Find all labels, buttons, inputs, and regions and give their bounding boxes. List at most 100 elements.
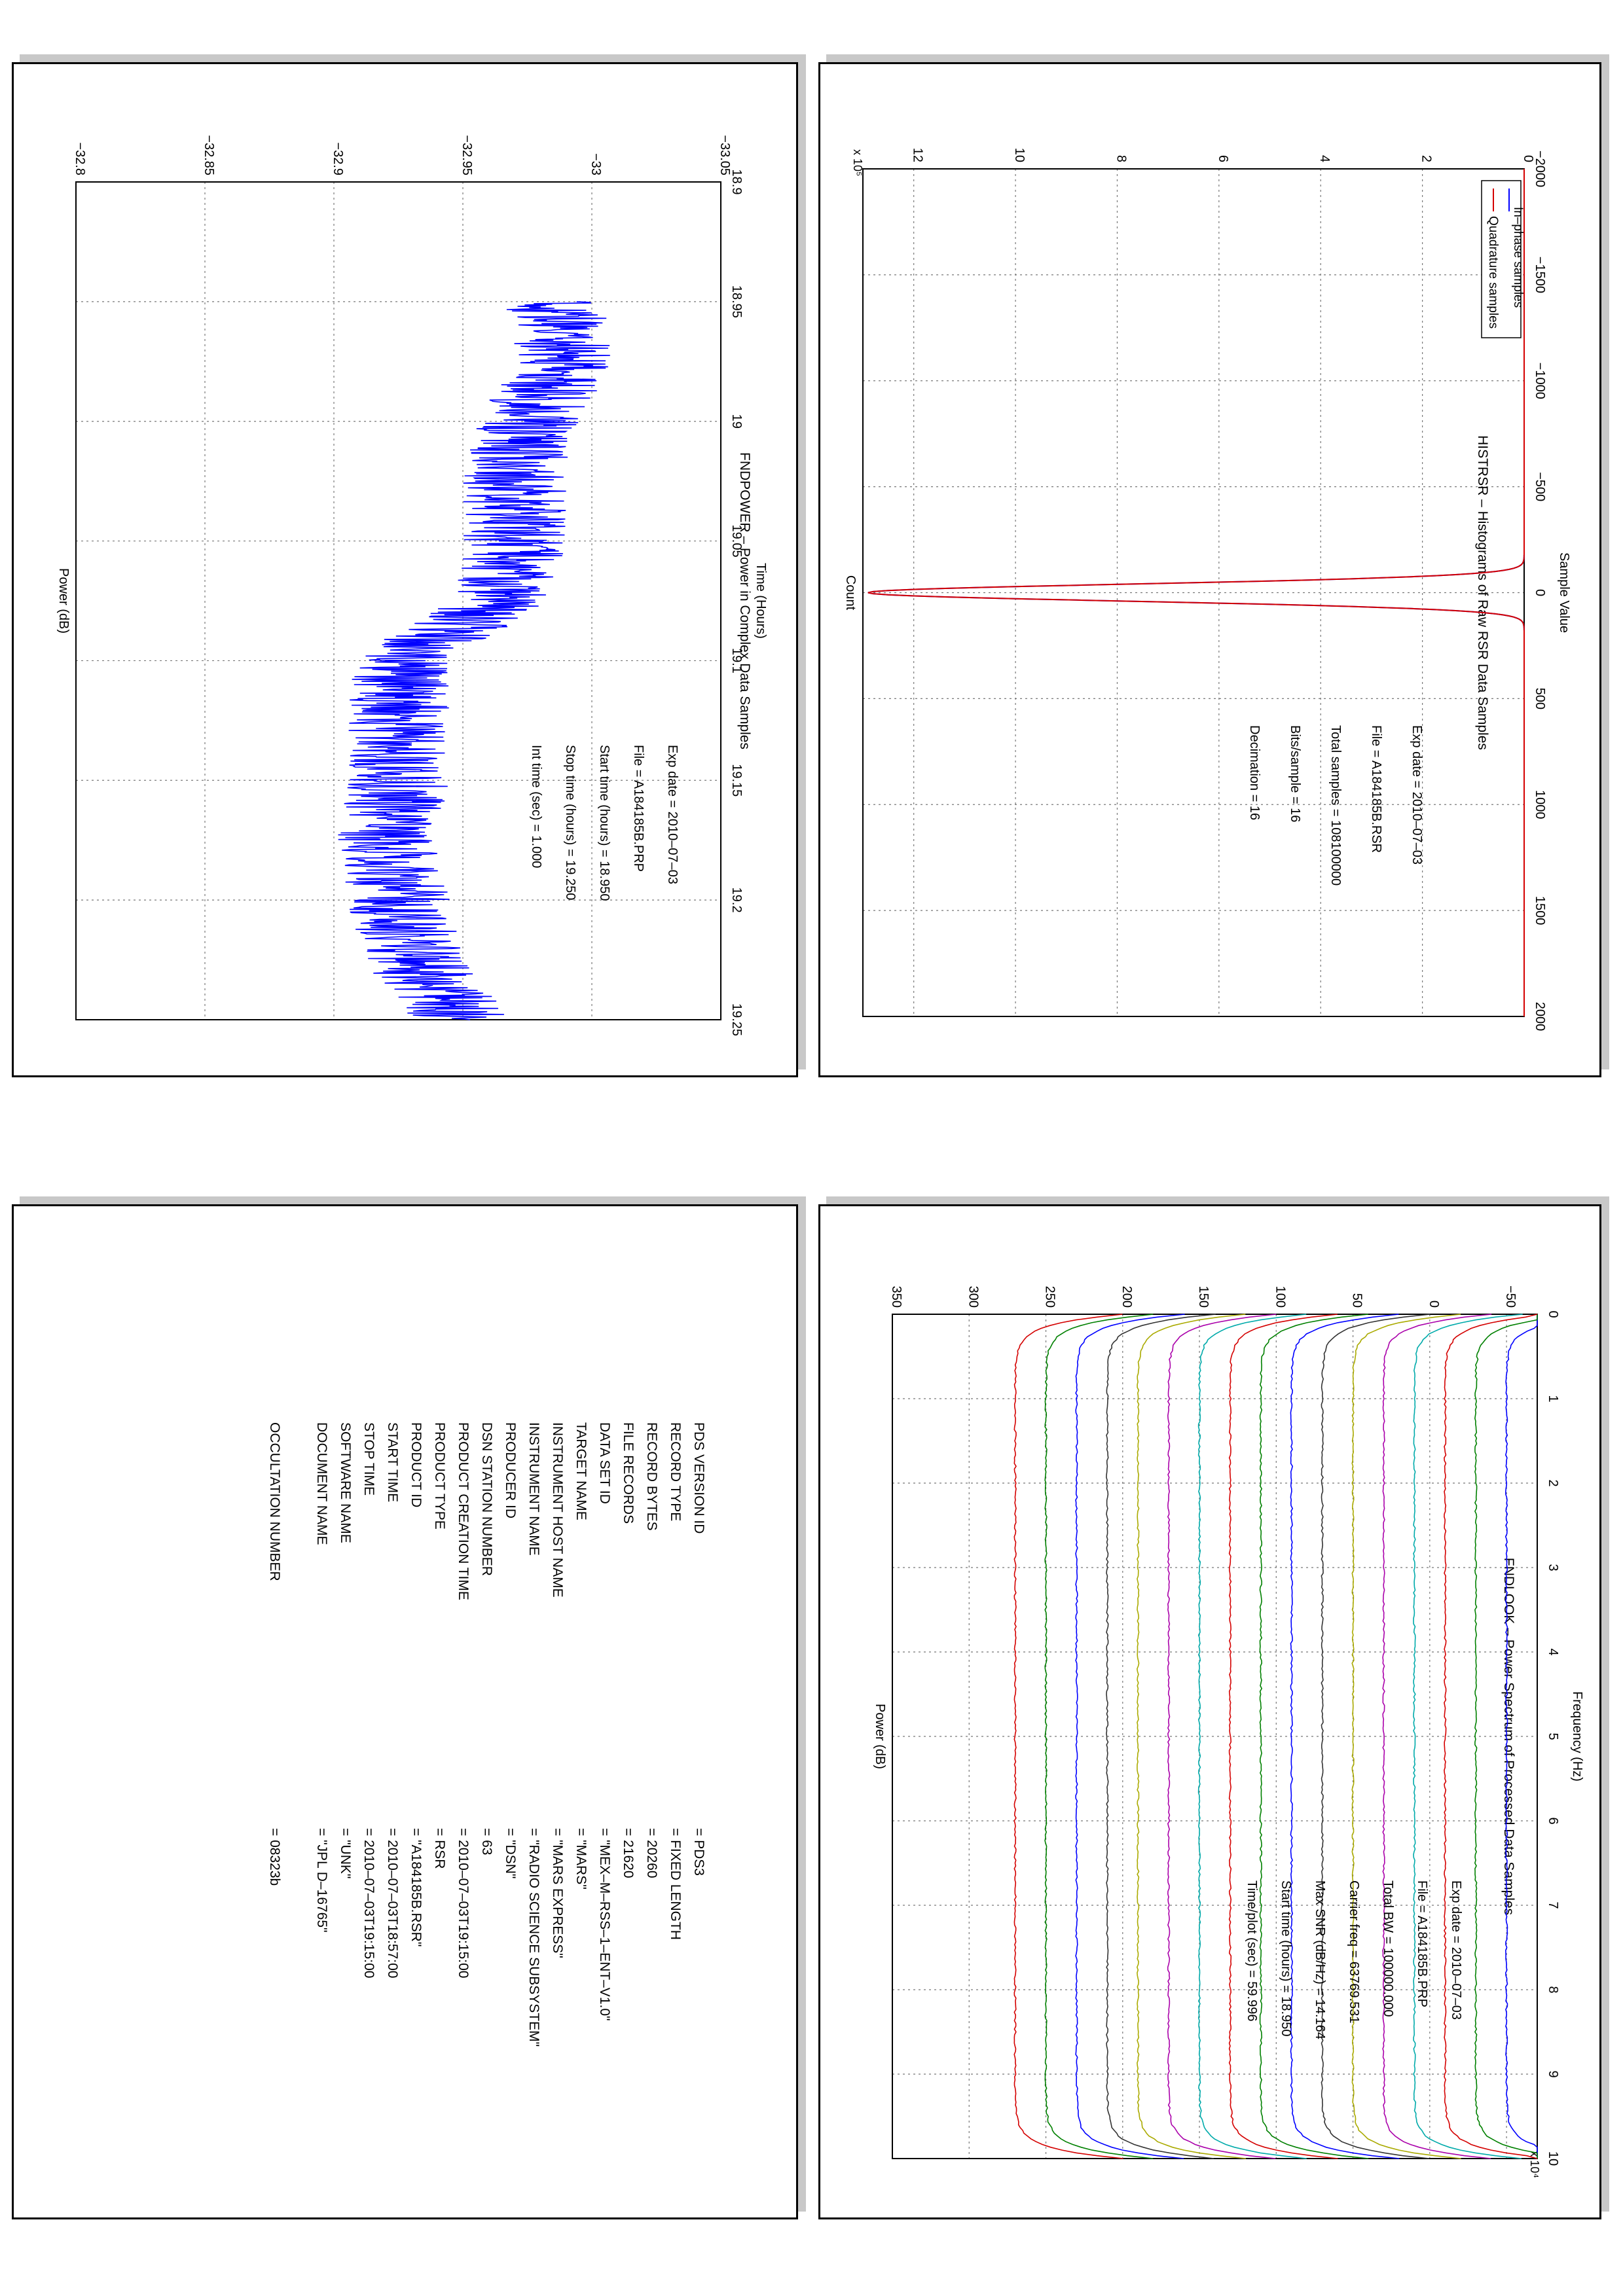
label-value: = PDS3 <box>691 1828 706 1876</box>
quadrature-series <box>867 169 1525 1016</box>
info-line: Time/plot (sec) = 59.996 <box>1245 1880 1259 2021</box>
label-key: FILE RECORDS <box>621 1422 636 1524</box>
x-tick-label: 2 <box>1546 1479 1560 1486</box>
x-tick-label: 19.15 <box>729 764 744 797</box>
spectrum-series <box>1474 1314 1538 2159</box>
x-tick-label: −2000 <box>1533 151 1547 187</box>
histogram-chart: −2000 −1500 −1000 −500 0 500 1000 1500 2000 0 2 4 6 8… <box>843 148 1571 1031</box>
label-value: = "A184185B.RSR" <box>409 1828 424 1946</box>
y-tick-label: 100 <box>1273 1286 1287 1308</box>
label-value: = "JPL D–16765" <box>314 1828 329 1933</box>
info-line: Exp date = 2010–07–03 <box>1410 725 1424 865</box>
plot-frame <box>892 1314 1538 2159</box>
info-line: Bits/sample = 16 <box>1288 725 1302 822</box>
label-value: = 08323b <box>267 1828 282 1886</box>
info-line: Int time (sec) = 1.000 <box>529 745 543 868</box>
y-tick-label: 300 <box>966 1286 980 1308</box>
x-tick-label: 1500 <box>1533 896 1547 925</box>
label-key: INSTRUMENT NAME <box>526 1422 541 1556</box>
label-key: DSN STATION NUMBER <box>479 1422 494 1576</box>
legend-inphase-label: In–phase samples <box>1511 207 1525 308</box>
x-tick-label: 1 <box>1546 1395 1560 1402</box>
plot-frame <box>75 181 721 1020</box>
spectrum-series <box>1443 1314 1538 2159</box>
y-tick-label: 2 <box>1419 155 1434 162</box>
label-value: = 2010–07–03T19:15:00 <box>361 1828 376 1978</box>
x-tick-label: 4 <box>1546 1648 1560 1655</box>
label-value: = "DSN" <box>503 1828 518 1878</box>
x-tick-label: 19.25 <box>729 1003 744 1036</box>
x-tick-label: 5 <box>1546 1732 1560 1740</box>
histogram-panel: −2000 −1500 −1000 −500 0 500 1000 1500 2000 0 2 4 6 8… <box>818 62 1601 1077</box>
spectrum-series <box>1106 1314 1216 2159</box>
y-exponent-label: x 10⁵ <box>851 149 864 176</box>
label-value: = 2010–07–03T18:57:00 <box>385 1828 400 1978</box>
x-tick-label: 18.95 <box>729 285 744 318</box>
legend-quadrature-label: Quadrature samples <box>1486 216 1500 329</box>
pds-label-text: PDS VERSION ID = PDS3 RECORD TYPE = FIXED L… <box>267 1422 706 2047</box>
x-tick-label: 6 <box>1546 1817 1560 1824</box>
info-line: Start time (hours) = 18.950 <box>597 745 611 901</box>
spectrum-series <box>1044 1314 1154 2159</box>
y-tick-label: −32.85 <box>202 135 216 175</box>
label-value: = FIXED LENGTH <box>668 1828 683 1940</box>
label-key: OCCULTATION NUMBER <box>267 1422 282 1581</box>
info-line: Total BW = 100000.000 <box>1381 1880 1395 2017</box>
label-value: = "MARS EXPRESS" <box>550 1828 565 1958</box>
label-key: PRODUCER ID <box>503 1422 518 1518</box>
x-tick-label: −500 <box>1533 472 1547 501</box>
label-key: RECORD TYPE <box>668 1422 683 1521</box>
x-tick-label: 19.1 <box>729 648 744 673</box>
y-tick-label: 50 <box>1350 1293 1364 1308</box>
label-value: = "MARS" <box>574 1828 589 1890</box>
x-tick-label: 7 <box>1546 1901 1560 1909</box>
spectrum-series <box>1075 1314 1185 2159</box>
x-tick-label: −1500 <box>1533 257 1547 293</box>
y-tick-label: −33.05 <box>718 135 732 175</box>
spectrum-panel: 0 1 2 3 4 5 6 7 8 9 10 −50 0 50 100 150 200 250 300 350 Freq… <box>818 1204 1601 2219</box>
spectrum-series <box>1351 1314 1461 2159</box>
y-tick-label: −32.9 <box>331 142 345 175</box>
info-line: File = A184185B.PRP <box>631 745 646 872</box>
label-key: DATA SET ID <box>597 1422 612 1504</box>
spectrum-series <box>1321 1314 1431 2159</box>
y-tick-label: 0 <box>1521 155 1535 162</box>
chart-title: HISTRSR – Histograms of Raw RSR Data Sam… <box>1475 435 1490 750</box>
label-value: = 21620 <box>621 1828 636 1878</box>
x-tick-label: 19.2 <box>729 888 744 913</box>
spectrum-series <box>1197 1314 1307 2159</box>
label-value: = "MEX–M–RSS–1–ENT–V1.0" <box>597 1828 612 2020</box>
y-axis-title: Power (dB) <box>56 568 71 634</box>
chart-title: FNDPOWER – Power in Complex Data Samples <box>737 452 752 749</box>
label-key: RECORD BYTES <box>644 1422 659 1531</box>
legend: In–phase samples Quadrature samples <box>1481 180 1525 338</box>
info-line: Exp date = 2010–07–03 <box>665 745 680 884</box>
info-line: Decimation = 16 <box>1247 725 1262 820</box>
info-line: File = A184185B.RSR <box>1369 725 1383 853</box>
y-tick-label: 0 <box>1427 1300 1441 1308</box>
inphase-series <box>867 169 1525 1016</box>
info-line: File = A184185B.PRP <box>1415 1880 1429 2007</box>
power-panel: 18.9 18.95 19 19.05 19.1 19.15 19.2 19.25 −33.05… <box>12 62 798 1077</box>
x-tick-label: 1000 <box>1533 790 1547 819</box>
label-key: STOP TIME <box>361 1422 376 1496</box>
legend-box <box>1481 180 1522 338</box>
spectrum-series <box>1136 1314 1247 2159</box>
y-axis-title: Count <box>843 575 858 611</box>
power-series <box>338 301 610 1020</box>
y-tick-label: 12 <box>911 148 925 162</box>
spectrum-series <box>1259 1314 1369 2159</box>
label-key: INSTRUMENT HOST NAME <box>550 1422 565 1598</box>
y-axis-title: Power (dB) <box>873 1704 887 1769</box>
y-tick-label: 250 <box>1043 1286 1057 1308</box>
spectrum-series <box>1290 1314 1400 2159</box>
y-tick-label: −50 <box>1503 1285 1518 1308</box>
x-tick-label: 19.05 <box>729 525 744 558</box>
x-exponent-label: x 10⁴ <box>1528 2151 1541 2178</box>
label-key: PDS VERSION ID <box>691 1422 706 1534</box>
x-tick-label: 18.9 <box>729 170 744 195</box>
x-tick-label: 3 <box>1546 1564 1560 1571</box>
spectrum-series <box>1167 1314 1277 2159</box>
y-tick-label: 6 <box>1216 155 1230 162</box>
y-tick-label: −32.95 <box>460 135 474 175</box>
